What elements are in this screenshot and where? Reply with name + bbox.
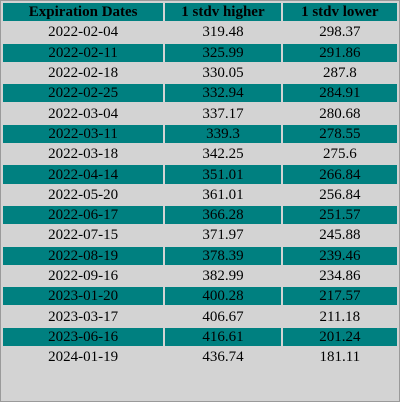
stdv-higher-cell: 400.28	[165, 287, 281, 306]
stdv-lower-cell: 245.88	[282, 226, 397, 245]
table-header: Expiration Dates 1 stdv higher 1 stdv lo…	[3, 3, 397, 22]
stdv-lower-cell: 234.86	[282, 266, 397, 286]
header-row: Expiration Dates 1 stdv higher 1 stdv lo…	[3, 3, 397, 22]
stdv-lower-cell: 291.86	[282, 43, 397, 62]
expiration-date-cell: 2022-02-04	[3, 23, 164, 42]
stdv-higher-cell: 325.99	[165, 43, 281, 62]
stdv-lower-cell: 284.91	[282, 84, 397, 103]
table-row: 2022-09-16 382.99 234.86	[3, 266, 397, 286]
expiration-date-cell: 2023-01-20	[3, 287, 164, 306]
table-row: 2022-06-17 366.28 251.57	[3, 205, 397, 225]
table-row: 2022-02-18 330.05 287.8	[3, 63, 397, 83]
table-row: 2022-02-25 332.94 284.91	[3, 84, 397, 103]
stdv-lower-cell: 201.24	[282, 327, 397, 347]
expiration-date-cell: 2022-04-14	[3, 165, 164, 184]
stdv-lower-cell: 298.37	[282, 23, 397, 42]
stdv-higher-cell: 436.74	[165, 348, 281, 367]
table-row: 2023-01-20 400.28 217.57	[3, 287, 397, 306]
expiration-date-cell: 2022-03-18	[3, 145, 164, 164]
stdv-higher-cell: 416.61	[165, 327, 281, 347]
stdv-table: Expiration Dates 1 stdv higher 1 stdv lo…	[1, 1, 399, 368]
header-1-stdv-lower: 1 stdv lower	[282, 3, 397, 22]
table-body: 2022-02-04 319.48 298.37 2022-02-11 325.99 29…	[3, 23, 397, 367]
stdv-higher-cell: 337.17	[165, 104, 281, 123]
table-row: 2022-08-19 378.39 239.46	[3, 246, 397, 265]
stdv-higher-cell: 361.01	[165, 185, 281, 204]
stdv-higher-cell: 319.48	[165, 23, 281, 42]
expiration-date-cell: 2022-02-25	[3, 84, 164, 103]
stdv-lower-cell: 211.18	[282, 307, 397, 326]
header-expiration-dates: Expiration Dates	[3, 3, 164, 22]
stdv-higher-cell: 366.28	[165, 205, 281, 225]
stdv-lower-cell: 280.68	[282, 104, 397, 123]
expiration-date-cell: 2023-06-16	[3, 327, 164, 347]
stdv-lower-cell: 278.55	[282, 124, 397, 144]
table-row: 2022-03-11 339.3 278.55	[3, 124, 397, 144]
stdv-higher-cell: 342.25	[165, 145, 281, 164]
stdv-lower-cell: 256.84	[282, 185, 397, 204]
stdv-lower-cell: 217.57	[282, 287, 397, 306]
table-row: 2022-07-15 371.97 245.88	[3, 226, 397, 245]
table-row: 2023-06-16 416.61 201.24	[3, 327, 397, 347]
expiration-date-cell: 2022-02-11	[3, 43, 164, 62]
stdv-lower-cell: 251.57	[282, 205, 397, 225]
expiration-date-cell: 2022-07-15	[3, 226, 164, 245]
stdv-lower-cell: 275.6	[282, 145, 397, 164]
stdv-higher-cell: 406.67	[165, 307, 281, 326]
expiration-date-cell: 2022-09-16	[3, 266, 164, 286]
expiration-date-cell: 2022-03-11	[3, 124, 164, 144]
stdv-higher-cell: 330.05	[165, 63, 281, 83]
table-row: 2022-04-14 351.01 266.84	[3, 165, 397, 184]
stdv-higher-cell: 332.94	[165, 84, 281, 103]
table-row: 2022-05-20 361.01 256.84	[3, 185, 397, 204]
table-row: 2022-03-18 342.25 275.6	[3, 145, 397, 164]
stdv-lower-cell: 239.46	[282, 246, 397, 265]
table-row: 2024-01-19 436.74 181.11	[3, 348, 397, 367]
expiration-date-cell: 2022-06-17	[3, 205, 164, 225]
stdv-higher-cell: 371.97	[165, 226, 281, 245]
stdv-higher-cell: 378.39	[165, 246, 281, 265]
expiration-date-cell: 2022-08-19	[3, 246, 164, 265]
stdv-lower-cell: 181.11	[282, 348, 397, 367]
expiration-date-cell: 2022-03-04	[3, 104, 164, 123]
expiration-date-cell: 2023-03-17	[3, 307, 164, 326]
stdv-lower-cell: 287.8	[282, 63, 397, 83]
expiration-date-cell: 2022-05-20	[3, 185, 164, 204]
table-row: 2022-03-04 337.17 280.68	[3, 104, 397, 123]
stdv-lower-cell: 266.84	[282, 165, 397, 184]
expiration-date-cell: 2024-01-19	[3, 348, 164, 367]
table-row: 2022-02-11 325.99 291.86	[3, 43, 397, 62]
table-row: 2022-02-04 319.48 298.37	[3, 23, 397, 42]
table-row: 2023-03-17 406.67 211.18	[3, 307, 397, 326]
stdv-higher-cell: 339.3	[165, 124, 281, 144]
stdv-higher-cell: 382.99	[165, 266, 281, 286]
header-1-stdv-higher: 1 stdv higher	[165, 3, 281, 22]
expiration-date-cell: 2022-02-18	[3, 63, 164, 83]
stdv-higher-cell: 351.01	[165, 165, 281, 184]
